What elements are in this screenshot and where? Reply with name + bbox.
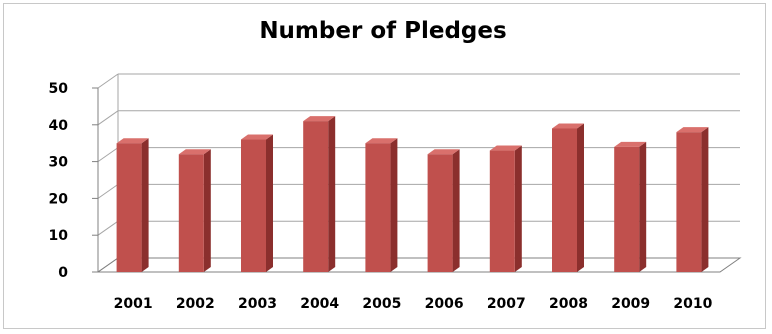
bar: [178, 149, 211, 272]
bar-top: [241, 134, 273, 140]
bar-front: [427, 154, 453, 272]
bar-side: [452, 149, 460, 272]
bar-front: [365, 143, 391, 272]
gridline-depth: [97, 220, 119, 236]
bar-top: [489, 145, 522, 151]
bar: [116, 138, 149, 272]
gridline-depth: [97, 73, 119, 89]
gridline-depth: [97, 147, 119, 163]
x-tick-label: 2001: [114, 296, 153, 312]
bar-top: [178, 149, 211, 155]
bar-top: [427, 149, 460, 155]
y-tick-label: 40: [49, 118, 69, 134]
y-tick-label: 50: [49, 81, 69, 97]
bar: [241, 134, 273, 272]
bar-top: [552, 123, 584, 129]
x-tick-label: 2003: [238, 296, 277, 312]
bar-top: [365, 138, 398, 144]
bars: [116, 116, 709, 273]
bar-side: [141, 138, 149, 272]
bar-front: [676, 132, 702, 272]
x-tick-label: 2004: [300, 296, 339, 312]
y-tick-label: 10: [49, 228, 69, 244]
bar-side: [639, 141, 647, 272]
bar: [303, 116, 336, 273]
bar-front: [614, 146, 640, 272]
bar-side: [390, 138, 398, 272]
bar-top: [614, 141, 647, 147]
tick-labels: 0 10 20 30 40 50 2001 2002 2003 2004 2005 2006 2007 2…: [49, 81, 713, 312]
bar-front: [303, 121, 329, 273]
bar-front: [178, 154, 204, 272]
bar-top: [116, 138, 149, 144]
bar: [552, 123, 584, 272]
x-tick-label: 2005: [362, 296, 401, 312]
bar-side: [701, 127, 709, 272]
gridline-depth: [97, 110, 119, 126]
gridline-depth: [97, 183, 119, 199]
bar-front: [489, 150, 515, 272]
bar-side: [577, 123, 584, 272]
x-tick-label: 2002: [176, 296, 215, 312]
bar-front: [241, 139, 266, 272]
chart-title: Number of Pledges: [259, 18, 507, 44]
x-tick-label: 2007: [487, 296, 526, 312]
bar-top: [676, 127, 709, 133]
bar: [427, 149, 460, 272]
bar: [489, 145, 522, 272]
x-tick-label: 2006: [425, 296, 464, 312]
bar-front: [116, 143, 142, 272]
bar-front: [552, 128, 577, 272]
bar-side: [203, 149, 211, 272]
y-tick-label: 30: [49, 155, 69, 171]
bar-top: [303, 116, 336, 122]
y-tick-label: 20: [49, 191, 69, 207]
y-tick-label: 0: [58, 265, 68, 281]
bar-side: [514, 145, 522, 272]
bar: [365, 138, 398, 272]
bar-side: [328, 116, 336, 273]
x-tick-label: 2008: [549, 296, 588, 312]
x-tick-label: 2010: [673, 296, 712, 312]
bar: [676, 127, 709, 272]
bar: [614, 141, 647, 272]
x-tick-label: 2009: [611, 296, 650, 312]
bar-side: [266, 134, 273, 272]
